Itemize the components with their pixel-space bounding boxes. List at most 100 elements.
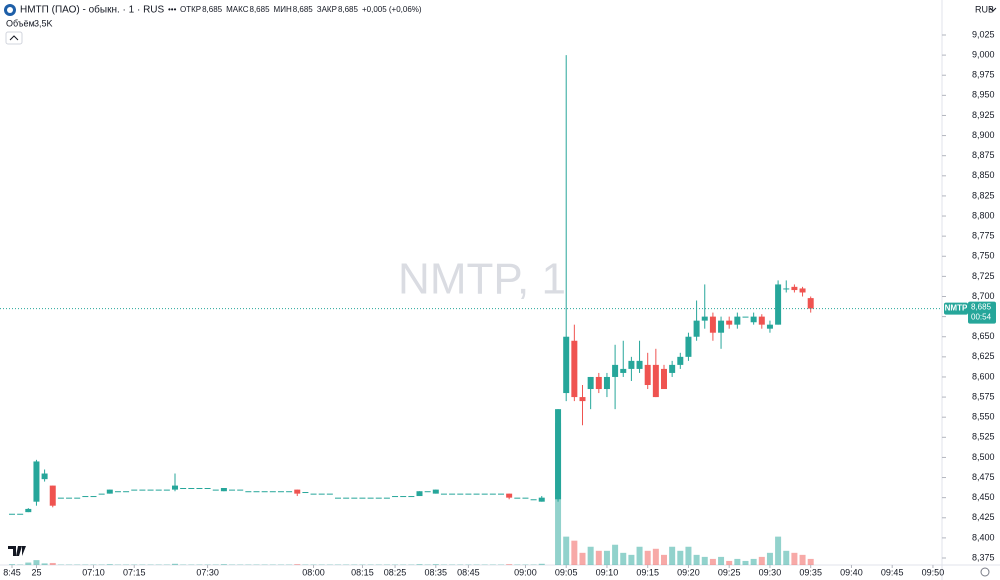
candle-body [302, 492, 309, 494]
candle-body [25, 508, 32, 513]
candle-body [98, 493, 105, 495]
y-tick-label: 8,875 [972, 150, 995, 160]
candle-body [587, 376, 594, 390]
volume-bar [432, 564, 439, 565]
y-tick-label: 8,525 [972, 432, 995, 442]
volume-bar [652, 548, 659, 565]
candle-body [131, 489, 138, 491]
y-tick-label: 9,000 [972, 49, 995, 59]
volume-bar [416, 564, 423, 565]
candle-body [82, 496, 89, 498]
candle-body [465, 493, 472, 495]
x-tick-label: 09:00 [514, 567, 537, 577]
candle-body [416, 491, 423, 497]
volume-bar [620, 552, 627, 565]
volume-bar [685, 546, 692, 565]
y-tick-label: 8,450 [972, 492, 995, 502]
y-tick-label: 8,375 [972, 552, 995, 562]
volume-bar [644, 550, 651, 565]
candle-body [669, 364, 676, 373]
volume-bar [636, 546, 643, 565]
volume-bar [758, 556, 765, 565]
x-tick-label: 09:15 [636, 567, 659, 577]
y-tick-label: 8,800 [972, 210, 995, 220]
volume-bar [628, 554, 635, 565]
settings-icon[interactable] [980, 567, 990, 577]
x-tick-label: 09:30 [759, 567, 782, 577]
volume-bar [766, 552, 773, 565]
candle-body [693, 320, 700, 337]
candle-body [701, 316, 708, 321]
candle-body [155, 489, 162, 491]
candle-body [750, 316, 757, 323]
candle-body [33, 461, 40, 502]
volume-bar [693, 554, 700, 565]
candle-body [603, 376, 610, 390]
candle-body [652, 364, 659, 398]
candle-body [269, 491, 276, 493]
legend-change: +0,005 (+0,06%) [362, 5, 422, 14]
candle-body [343, 497, 350, 499]
volume-bar [742, 560, 749, 565]
symbol-tag-box [944, 302, 968, 315]
candle-body [172, 485, 178, 490]
currency-chevron [989, 7, 997, 12]
x-tick-label: 25 [31, 567, 41, 577]
candle-body [139, 489, 146, 491]
volume-bar [25, 562, 32, 565]
x-tick-label: 07:15 [123, 567, 146, 577]
candle-body [74, 497, 81, 499]
watermark: NMTP, 1 [398, 255, 566, 304]
candle-body [424, 491, 431, 493]
candle-body [473, 493, 480, 495]
candle-body [563, 336, 570, 394]
volume-bar [538, 563, 545, 565]
candle-body [49, 485, 56, 506]
candle-body [571, 340, 578, 398]
candle-body [685, 336, 692, 357]
volume-bar [9, 564, 15, 565]
y-tick-label: 8,575 [972, 391, 995, 401]
candle-body [718, 320, 725, 333]
candle-body [367, 497, 374, 499]
volume-bar [799, 554, 806, 565]
candle-body [555, 409, 562, 500]
candle-body [636, 360, 643, 369]
x-tick-label: 09:20 [677, 567, 700, 577]
symbol-title[interactable]: НМТП (ПАО) - обыкн. · 1 · RUS [20, 4, 165, 16]
candle-body [277, 491, 284, 493]
x-tick-label: 07:30 [196, 567, 219, 577]
volume-bar [563, 536, 570, 565]
candle-body [66, 497, 73, 499]
candle-body [41, 473, 48, 480]
y-tick-label: 8,825 [972, 190, 995, 200]
candle-body [799, 288, 806, 293]
y-tick-label: 8,925 [972, 110, 995, 120]
candle-body [123, 491, 130, 493]
candle-body [457, 493, 464, 495]
candle-body [734, 316, 741, 325]
volume-bar [701, 556, 708, 565]
candle-body [57, 497, 64, 499]
candle-body [726, 320, 733, 325]
currency[interactable]: RUB [975, 4, 994, 14]
candle-body [318, 493, 325, 495]
candle-body [114, 491, 121, 493]
tv-logo[interactable] [8, 546, 26, 556]
y-tick-label: 9,025 [972, 29, 995, 39]
y-tick-label: 8,950 [972, 90, 995, 100]
collapse-button[interactable] [5, 31, 23, 45]
candle-body [595, 376, 602, 390]
candle-body [245, 491, 252, 493]
candle-body [620, 368, 627, 373]
y-tick-label: 8,625 [972, 351, 995, 361]
volume-bar [775, 536, 782, 565]
volume-bar [579, 552, 586, 565]
candle-body [440, 493, 447, 495]
volume-bar [709, 558, 716, 565]
volume-bar [807, 558, 814, 565]
volume-bar [49, 562, 56, 565]
more-dots[interactable]: ••• [168, 5, 177, 14]
